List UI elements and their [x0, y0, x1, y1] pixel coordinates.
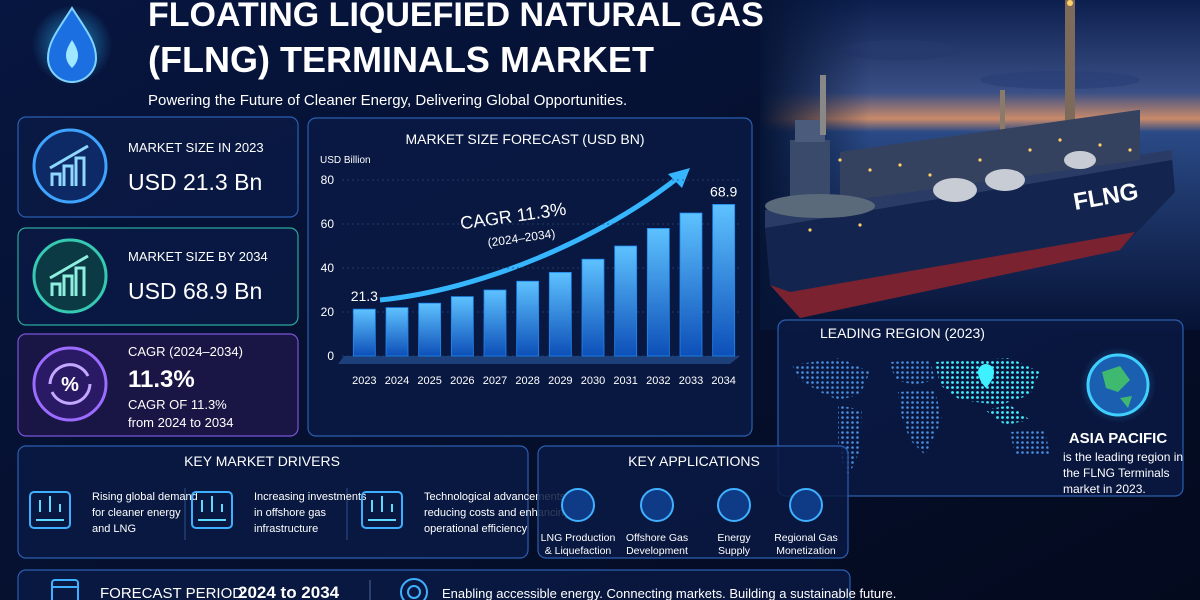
driver-text: Rising global demand	[92, 491, 198, 503]
application-icon	[789, 488, 823, 522]
forecast-label: FORECAST PERIOD	[100, 585, 243, 600]
region-desc-line: the FLNG Terminals	[1063, 466, 1169, 480]
data-label: 21.3	[351, 288, 378, 304]
application-icon	[640, 488, 674, 522]
driver-text: reducing costs and enhancing	[424, 507, 570, 519]
title-line2: (FLNG) TERMINALS MARKET	[148, 39, 654, 80]
application-text: LNG Production	[541, 532, 616, 544]
trend-arrow	[379, 174, 682, 303]
application-text: Monetization	[776, 545, 836, 557]
x-tick-label: 2024	[385, 375, 409, 387]
driver-text: and LNG	[92, 523, 136, 535]
applications-panel	[537, 445, 849, 559]
footer-icons	[51, 578, 428, 600]
x-tick-label: 2029	[548, 375, 572, 387]
bar	[450, 296, 474, 357]
driver-icon	[29, 491, 71, 529]
drivers-title: KEY MARKET DRIVERS	[184, 453, 340, 469]
x-tick-label: 2033	[679, 375, 703, 387]
logo	[32, 5, 112, 85]
applications-title: KEY APPLICATIONS	[628, 453, 760, 469]
x-tick-label: 2027	[483, 375, 507, 387]
trend-arrow-head	[668, 168, 690, 188]
driver-icon-detail	[198, 496, 226, 521]
x-tick-label: 2028	[515, 375, 539, 387]
world-map	[792, 347, 1156, 478]
bar	[418, 302, 442, 357]
subtitle: Powering the Future of Cleaner Energy, D…	[148, 92, 627, 109]
stat-value: 11.3%	[128, 366, 195, 393]
driver-text: for cleaner energy	[92, 507, 181, 519]
bar	[614, 245, 638, 357]
stat-value: USD 21.3 Bn	[128, 169, 262, 195]
x-tick-label: 2025	[417, 375, 441, 387]
stat-note: from 2024 to 2034	[128, 415, 234, 430]
bar	[548, 271, 572, 357]
region-desc-line: market in 2023.	[1063, 482, 1146, 496]
region-desc-line: is the leading region in	[1063, 450, 1183, 464]
application-text: & Liquefaction	[545, 545, 612, 557]
y-tick-label: 60	[321, 217, 335, 231]
y-tick-label: 20	[321, 305, 335, 319]
data-label: 68.9	[710, 183, 737, 199]
bar	[385, 307, 409, 357]
driver-text: infrastructure	[254, 523, 318, 535]
region-name: ASIA PACIFIC	[1069, 430, 1168, 447]
bar	[483, 289, 507, 357]
region-description: is the leading region in the FLNG Termina…	[1063, 450, 1183, 496]
tagline: Enabling accessible energy. Connecting m…	[442, 586, 896, 600]
stat-icons: %	[32, 128, 108, 422]
bar	[581, 258, 605, 357]
x-tick-label: 2030	[581, 375, 605, 387]
region-panel	[777, 319, 1184, 497]
driver-icon	[361, 491, 403, 529]
x-tick-label: 2023	[352, 375, 376, 387]
drivers-panel	[17, 445, 529, 559]
stat-note: CAGR OF 11.3%	[128, 397, 227, 412]
region-title: LEADING REGION (2023)	[820, 325, 985, 341]
stat-label: MARKET SIZE BY 2034	[128, 249, 268, 264]
driver-icon-detail	[368, 496, 396, 521]
y-tick-label: 40	[321, 261, 335, 275]
y-axis-label: USD Billion	[320, 155, 371, 166]
y-tick-label: 80	[321, 173, 335, 187]
x-tick-label: 2034	[711, 375, 735, 387]
x-tick-label: 2032	[646, 375, 670, 387]
chart-floor	[338, 356, 740, 364]
title-line1: FLOATING LIQUEFIED NATURAL GAS	[148, 0, 764, 34]
application-icon	[717, 488, 751, 522]
driver-text: in offshore gas	[254, 507, 326, 519]
bar	[646, 227, 670, 357]
application-text: Energy	[717, 532, 751, 544]
stat-label: MARKET SIZE IN 2023	[128, 140, 264, 155]
driver-text: operational efficiency	[424, 523, 528, 535]
driver-text: Increasing investments	[254, 491, 367, 503]
bar-chart: 0 20 40 60 80 2023 21.3 2024 2025 2026 2027 2028 202…	[321, 173, 740, 387]
forecast-value: 2024 to 2034	[238, 583, 340, 600]
driver-text: Technological advancements	[424, 491, 566, 503]
bar	[679, 212, 703, 357]
driver-icon-detail	[36, 496, 64, 521]
bar	[712, 204, 736, 357]
ship-photo	[760, 0, 1200, 330]
svg-text:%: %	[61, 374, 79, 396]
driver-icon	[191, 491, 233, 529]
footer-panel	[17, 569, 851, 600]
chart-title: MARKET SIZE FORECAST (USD BN)	[405, 131, 644, 147]
y-tick-label: 0	[327, 349, 334, 363]
application-text: Supply	[718, 545, 751, 557]
bar	[352, 308, 376, 357]
application-text: Development	[626, 545, 688, 557]
x-tick-label: 2026	[450, 375, 474, 387]
stat-value: USD 68.9 Bn	[128, 278, 262, 304]
applications-list: LNG Production& Liquefaction Offshore Gas…	[541, 488, 838, 557]
bar	[516, 280, 540, 357]
application-icon	[561, 488, 595, 522]
application-text: Regional Gas	[774, 532, 838, 544]
stat-label: CAGR (2024–2034)	[128, 344, 243, 359]
drivers-list: Rising global demand for cleaner energy an…	[29, 488, 570, 540]
x-tick-label: 2031	[613, 375, 637, 387]
application-text: Offshore Gas	[626, 532, 688, 544]
